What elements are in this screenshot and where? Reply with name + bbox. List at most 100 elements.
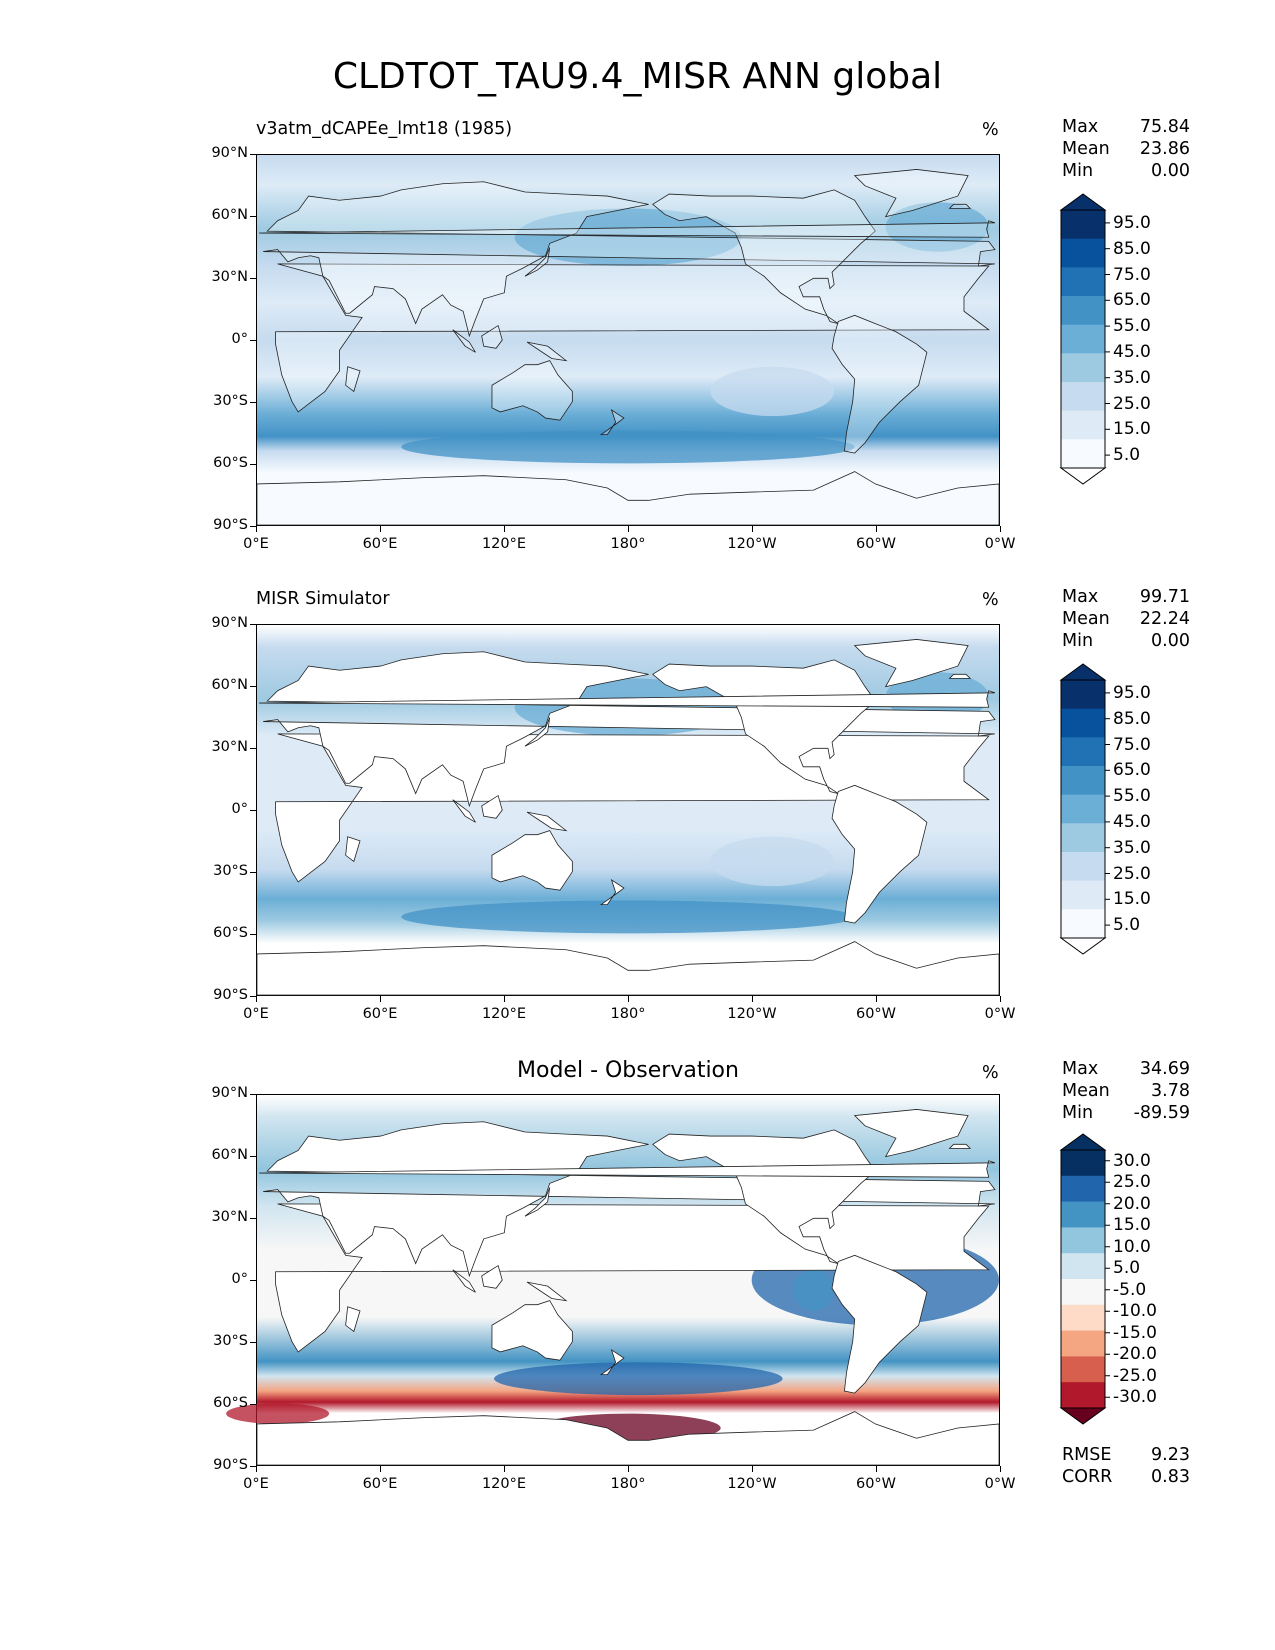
x-tick-label: 0°E xyxy=(243,536,269,552)
coastline xyxy=(452,1269,476,1293)
x-tick-label: 120°W xyxy=(727,1006,777,1022)
x-tick xyxy=(256,996,257,1002)
colorbar-extend-min xyxy=(1059,1407,1107,1425)
x-tick-label: 0°W xyxy=(984,1006,1016,1022)
y-tick-label: 30°N xyxy=(211,739,248,755)
y-tick xyxy=(250,340,256,341)
stat-label: RMSE xyxy=(1062,1445,1112,1465)
x-tick-label: 0°E xyxy=(243,1006,269,1022)
x-tick xyxy=(256,526,257,532)
y-tick xyxy=(250,526,256,527)
y-tick-label: 60°S xyxy=(213,925,248,941)
colorbar-swatch xyxy=(1061,823,1105,853)
x-tick xyxy=(876,1466,877,1472)
colorbar-label: 95.0 xyxy=(1113,682,1151,703)
colorbar-label: 15.0 xyxy=(1113,1215,1151,1236)
colorbar-label: 25.0 xyxy=(1113,1172,1151,1193)
y-tick xyxy=(250,1404,256,1405)
y-tick xyxy=(250,810,256,811)
panel-title: MISR Simulator xyxy=(256,589,390,609)
colorbar-swatch xyxy=(1061,382,1105,412)
x-tick-label: 60°W xyxy=(855,536,897,552)
stat-label: Min xyxy=(1062,161,1094,181)
y-tick-label: 30°N xyxy=(211,1209,248,1225)
colorbar-swatch xyxy=(1061,267,1105,297)
y-tick xyxy=(250,278,256,279)
x-tick xyxy=(1000,1466,1001,1472)
colorbar-label: 55.0 xyxy=(1113,786,1151,807)
x-tick-label: 60°W xyxy=(855,1006,897,1022)
colorbar-label: -10.0 xyxy=(1113,1301,1157,1322)
x-tick xyxy=(628,996,629,1002)
coastline xyxy=(256,1411,1000,1466)
map-ref xyxy=(256,624,1000,996)
x-tick xyxy=(504,996,505,1002)
map-diff xyxy=(226,1094,1000,1466)
y-tick xyxy=(250,686,256,687)
stat-value: 9.23 xyxy=(1151,1445,1190,1465)
coastline xyxy=(524,247,551,277)
panel-diff: Model - Observation % Max 34.69 Mean 3.78 … xyxy=(0,1050,1275,1520)
stat-label: Max xyxy=(1062,587,1099,607)
colorbar-extend-max xyxy=(1059,663,1107,681)
colorbar-swatch xyxy=(1061,794,1105,824)
x-tick xyxy=(752,526,753,532)
colorbar-extend-max xyxy=(1059,1133,1107,1151)
y-tick-label: 30°N xyxy=(211,269,248,285)
y-tick xyxy=(250,1218,256,1219)
x-tick-label: 180° xyxy=(610,1006,646,1022)
cloud-blob xyxy=(401,430,855,464)
y-tick xyxy=(250,154,256,155)
coastline xyxy=(491,1300,573,1361)
colorbar-label: 10.0 xyxy=(1113,1236,1151,1257)
colorbar-swatch xyxy=(1061,852,1105,882)
cloud-blob xyxy=(226,1403,330,1424)
colorbar-label: 45.0 xyxy=(1113,341,1151,362)
y-tick-label: 60°S xyxy=(213,1395,248,1411)
y-tick xyxy=(250,1094,256,1095)
colorbar-label: -20.0 xyxy=(1113,1344,1157,1365)
coastline xyxy=(652,659,876,794)
coastline xyxy=(256,471,1000,526)
coastline xyxy=(524,717,551,747)
colorbar-label: 65.0 xyxy=(1113,760,1151,781)
y-tick-label: 90°N xyxy=(211,615,248,631)
stat-label: Max xyxy=(1062,1059,1099,1079)
x-tick xyxy=(380,1466,381,1472)
cloud-blob xyxy=(514,208,742,266)
coastline xyxy=(948,673,972,679)
colorbar-swatch xyxy=(1061,210,1105,240)
stats-box: Max 75.84 Mean 23.86 Min 0.00 xyxy=(1062,116,1190,182)
x-tick-label: 60°E xyxy=(362,1476,398,1492)
y-tick-label: 90°N xyxy=(211,145,248,161)
coastline xyxy=(452,329,476,353)
map-canvas xyxy=(226,1095,1000,1466)
y-tick-label: 60°S xyxy=(213,455,248,471)
coastline xyxy=(652,189,876,324)
panel-title: Model - Observation xyxy=(517,1058,739,1083)
x-tick-label: 0°E xyxy=(243,1476,269,1492)
y-tick xyxy=(250,402,256,403)
colorbar-frame xyxy=(1060,209,1106,469)
coastline xyxy=(524,1187,551,1217)
x-tick xyxy=(876,996,877,1002)
colorbar-label: -25.0 xyxy=(1113,1365,1157,1386)
x-tick-label: 120°W xyxy=(727,1476,777,1492)
stat-label: Min xyxy=(1062,1103,1094,1123)
colorbar-extend-max xyxy=(1059,193,1107,211)
colorbar-label: 35.0 xyxy=(1113,367,1151,388)
x-tick-label: 60°E xyxy=(362,536,398,552)
colorbar-label: -15.0 xyxy=(1113,1322,1157,1343)
coastline xyxy=(652,1129,876,1264)
map-canvas xyxy=(256,155,1000,526)
colorbar-label: 20.0 xyxy=(1113,1193,1151,1214)
coastline xyxy=(256,941,1000,996)
colorbar-label: 5.0 xyxy=(1113,445,1141,466)
y-tick xyxy=(250,624,256,625)
colorbar-label: -30.0 xyxy=(1113,1387,1157,1408)
coastline xyxy=(831,784,928,924)
colorbar-label: 45.0 xyxy=(1113,811,1151,832)
coastline xyxy=(452,799,476,823)
stat-value: 0.83 xyxy=(1151,1467,1190,1487)
coastline xyxy=(259,690,996,708)
